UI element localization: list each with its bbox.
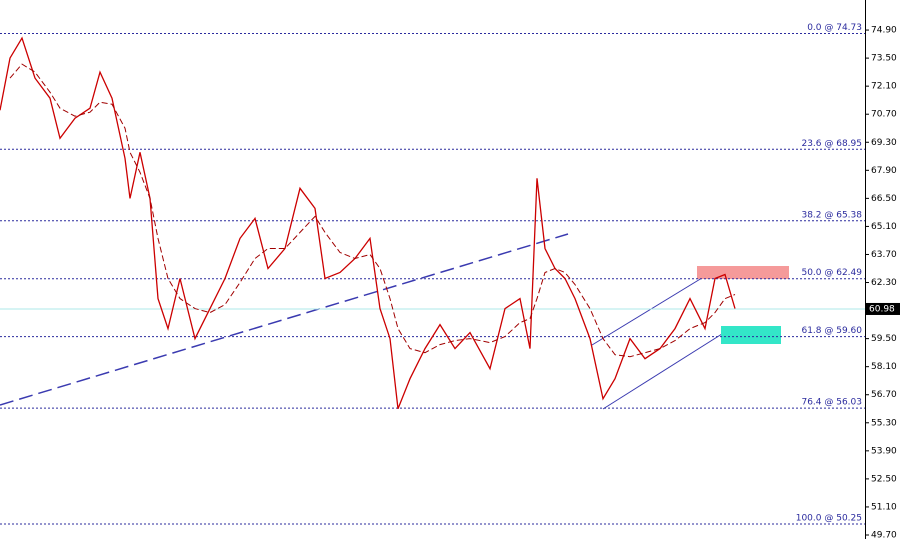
resistance-zone [697,266,789,279]
y-tick-label: 74.90 [871,26,897,36]
y-tick-label: 58.10 [871,362,897,372]
y-tick-label: 69.30 [871,138,897,148]
fib-label: 61.8 @ 59.60 [801,326,862,336]
fib-label: 76.4 @ 56.03 [801,398,862,408]
y-tick-label: 55.30 [871,418,897,428]
y-tick-label: 72.10 [871,82,897,92]
fib-label: 50.0 @ 62.49 [801,268,862,278]
y-tick-label: 70.70 [871,110,897,120]
fib-label: 100.0 @ 50.25 [796,513,862,523]
fib-label: 23.6 @ 68.95 [801,139,862,149]
y-tick-label: 51.10 [871,502,897,512]
current-price-box [866,302,900,315]
y-tick-label: 56.70 [871,390,897,400]
y-tick-label: 66.50 [871,194,897,204]
y-tick-label: 62.30 [871,278,897,288]
y-tick-label: 52.50 [871,474,897,484]
current-price-label: 60.98 [869,304,895,314]
channel-upper [591,266,721,346]
support-zone [721,326,781,344]
y-tick-label: 65.10 [871,222,897,232]
channel-lower [602,326,734,410]
y-tick-label: 53.90 [871,446,897,456]
y-tick-label: 63.70 [871,250,897,260]
moving-average [9,63,736,358]
price-line [0,36,736,410]
y-tick-label: 73.50 [871,54,897,64]
fib-label: 38.2 @ 65.38 [801,210,862,220]
y-tick-label: 59.50 [871,334,897,344]
y-tick-label: 67.90 [871,166,897,176]
y-tick-label: 49.70 [871,530,897,539]
fib-label: 0.0 @ 74.73 [807,23,862,33]
